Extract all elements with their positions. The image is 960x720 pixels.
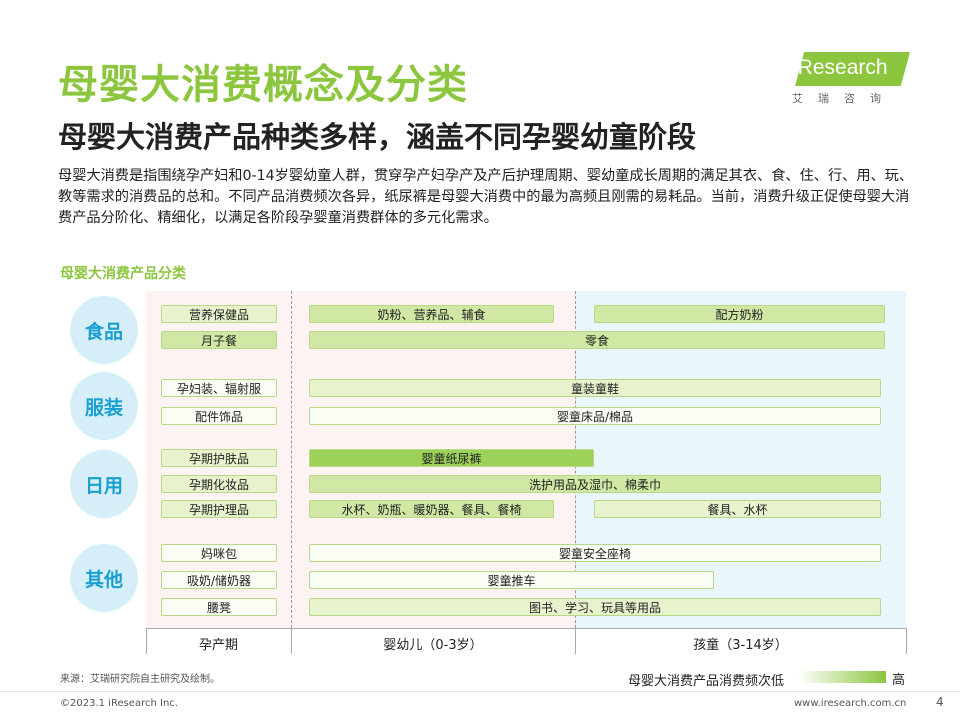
logo-text: iResearch [793, 56, 888, 79]
product-bar: 水杯、奶瓶、暖奶器、餐具、餐椅 [309, 500, 554, 518]
page-title: 母婴大消费概念及分类 [58, 62, 468, 108]
prenatal-item: 腰凳 [161, 598, 277, 616]
category-food: 食品 [70, 296, 138, 364]
product-bar: 婴童纸尿裤 [309, 449, 594, 467]
footer-divider [0, 691, 960, 692]
product-bar: 零食 [309, 331, 885, 349]
axis-tick [906, 628, 907, 654]
page-number: 4 [936, 695, 944, 709]
description-paragraph: 母婴大消费是指围绕孕产妇和0-14岁婴幼童人群，贯穿孕产妇孕产及产后护理周期、婴… [58, 168, 914, 226]
category-daily-use: 日用 [70, 450, 138, 518]
prenatal-item: 孕期护理品 [161, 500, 277, 518]
stage-prenatal: 孕产期 [198, 638, 238, 653]
product-bar: 婴童安全座椅 [309, 544, 881, 562]
product-bar: 奶粉、营养品、辅食 [309, 305, 554, 323]
divider-prenatal [291, 291, 292, 628]
prenatal-item: 营养保健品 [161, 305, 277, 323]
category-other: 其他 [70, 544, 138, 612]
category-clothing: 服装 [70, 372, 138, 440]
section-title: 母婴大消费产品分类 [60, 266, 186, 282]
prenatal-item: 孕期化妆品 [161, 475, 277, 493]
product-bar: 婴童推车 [309, 571, 714, 589]
product-bar: 配方奶粉 [594, 305, 885, 323]
logo-tag-shape [795, 52, 910, 86]
stage-infant: 婴幼儿（0-3岁） [383, 638, 483, 653]
prenatal-item: 妈咪包 [161, 544, 277, 562]
axis-tick [291, 628, 292, 654]
product-bar: 洗护用品及湿巾、棉柔巾 [309, 475, 881, 493]
logo-subtext: 艾瑞咨询 [792, 92, 896, 105]
axis-line [146, 628, 906, 629]
legend-label: 母婴大消费产品消费频次低 [628, 674, 785, 689]
legend-high-label: 高 [892, 673, 906, 688]
product-bar: 婴童床品/棉品 [309, 407, 881, 425]
legend-gradient-bar [798, 671, 886, 683]
prenatal-item: 孕妇装、辐射服 [161, 379, 277, 397]
stage-child: 孩童（3-14岁） [693, 638, 788, 653]
website-link[interactable]: www.iresearch.com.cn [794, 698, 907, 709]
product-bar: 图书、学习、玩具等用品 [309, 598, 881, 616]
product-bar: 餐具、水杯 [594, 500, 881, 518]
prenatal-item: 月子餐 [161, 331, 277, 349]
prenatal-item: 吸奶/储奶器 [161, 571, 277, 589]
prenatal-item: 配件饰品 [161, 407, 277, 425]
product-bar: 童装童鞋 [309, 379, 881, 397]
page-subtitle: 母婴大消费产品种类多样，涵盖不同孕婴幼童阶段 [58, 120, 697, 154]
axis-tick [575, 628, 576, 654]
copyright: ©2023.1 iResearch Inc. [60, 698, 178, 709]
source-note: 来源：艾瑞研究院自主研究及绘制。 [60, 674, 220, 685]
iresearch-logo: iResearch 艾瑞咨询 [790, 52, 910, 112]
prenatal-item: 孕期护肤品 [161, 449, 277, 467]
axis-tick [146, 628, 147, 654]
